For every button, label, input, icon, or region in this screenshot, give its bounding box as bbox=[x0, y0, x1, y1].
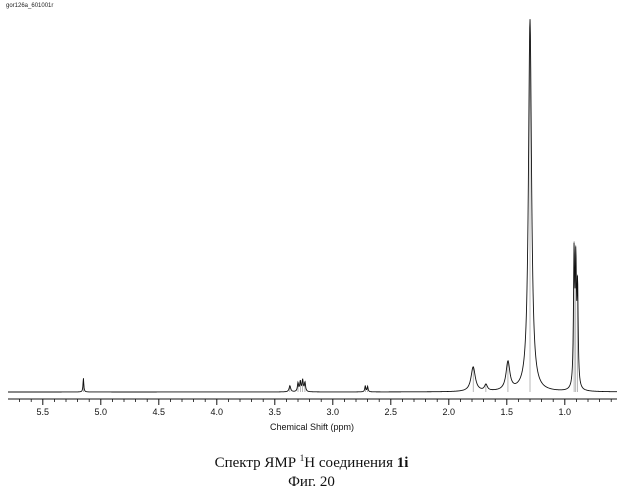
x-axis-label: Chemical Shift (ppm) bbox=[270, 422, 354, 432]
figure-caption: Спектр ЯМР 1H соединения 1i bbox=[0, 453, 623, 472]
x-tick-label: 3.0 bbox=[327, 407, 340, 417]
caption-prefix: Спектр ЯМР bbox=[215, 455, 300, 471]
figure-number: Фиг. 20 bbox=[0, 474, 623, 491]
x-tick-label: 2.0 bbox=[443, 407, 456, 417]
x-tick-label: 2.5 bbox=[385, 407, 398, 417]
x-tick-label: 5.0 bbox=[95, 407, 108, 417]
x-tick-label: 5.5 bbox=[37, 407, 50, 417]
x-tick-label: 1.0 bbox=[559, 407, 572, 417]
x-tick-label: 4.5 bbox=[153, 407, 166, 417]
x-tick-label: 4.0 bbox=[211, 407, 224, 417]
x-tick-label: 1.5 bbox=[501, 407, 514, 417]
caption-middle: соединения bbox=[315, 455, 397, 471]
caption-compound: 1i bbox=[397, 455, 409, 471]
caption-nucleus: H bbox=[304, 455, 315, 471]
x-tick-label: 3.5 bbox=[269, 407, 282, 417]
nmr-spectrum-chart: 5.5 5.0 4.5 4.0 3.5 3.0 2.5 2.0 1.5 1.0 Chemical … bbox=[0, 0, 623, 440]
spectrum-trace bbox=[8, 19, 617, 392]
spectrum-trace-group bbox=[8, 19, 617, 392]
x-axis: 5.5 5.0 4.5 4.0 3.5 3.0 2.5 2.0 1.5 1.0 bbox=[8, 399, 617, 417]
